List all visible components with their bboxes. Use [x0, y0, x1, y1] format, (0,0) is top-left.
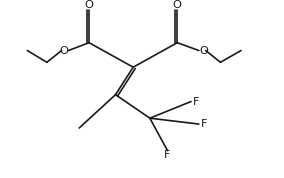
Text: O: O — [85, 0, 93, 11]
Text: F: F — [201, 119, 207, 129]
Text: F: F — [164, 150, 171, 160]
Text: O: O — [173, 0, 182, 11]
Text: O: O — [199, 46, 208, 56]
Text: O: O — [59, 46, 68, 56]
Text: F: F — [193, 96, 199, 106]
